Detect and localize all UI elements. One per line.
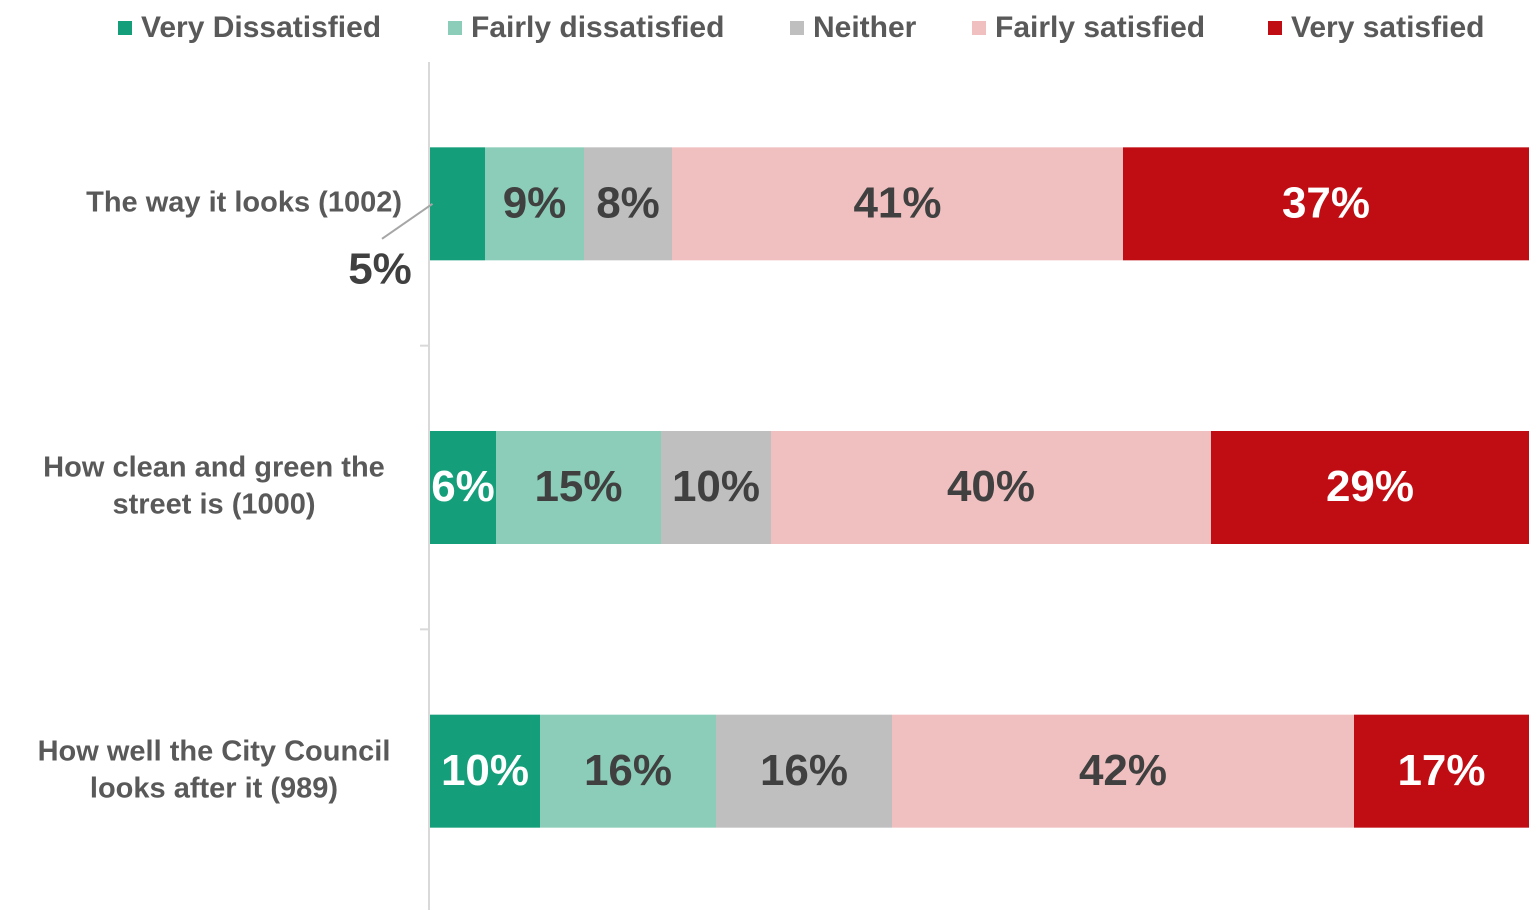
y-tick-label: How clean and green the bbox=[43, 452, 385, 484]
plot-area bbox=[430, 147, 1529, 828]
data-label: 16% bbox=[584, 746, 672, 795]
bar-segment bbox=[485, 147, 584, 261]
bar-segment bbox=[1211, 431, 1529, 544]
legend-swatch bbox=[118, 21, 132, 35]
bar-segment bbox=[716, 714, 892, 828]
bar-segment bbox=[661, 431, 771, 544]
data-label: 40% bbox=[947, 462, 1035, 511]
data-label: 10% bbox=[672, 462, 760, 511]
legend-swatch bbox=[448, 21, 462, 35]
bar-segment bbox=[892, 714, 1354, 828]
bar-segment bbox=[540, 714, 716, 828]
bar-segment bbox=[1354, 714, 1529, 828]
bar-segment bbox=[430, 147, 485, 261]
y-tick-label: looks after it (989) bbox=[90, 772, 338, 804]
data-label: 37% bbox=[1282, 178, 1370, 227]
data-label: 8% bbox=[596, 178, 660, 227]
bar-segment bbox=[672, 147, 1123, 261]
y-tick-label: How well the City Council bbox=[38, 735, 391, 767]
legend-swatch bbox=[972, 21, 986, 35]
legend-label: Very satisfied bbox=[1291, 11, 1484, 44]
data-label: 42% bbox=[1079, 746, 1167, 795]
data-label: 41% bbox=[853, 178, 941, 227]
data-label: 5% bbox=[348, 244, 412, 293]
bar-segment bbox=[771, 431, 1211, 544]
legend-label: Neither bbox=[813, 11, 917, 44]
y-tick-label: The way it looks (1002) bbox=[86, 186, 402, 218]
data-label: 17% bbox=[1397, 746, 1485, 795]
data-label: 10% bbox=[441, 746, 529, 795]
bar-segment bbox=[584, 147, 672, 261]
leader-line bbox=[381, 203, 434, 240]
legend-swatch bbox=[790, 21, 804, 35]
data-label: 9% bbox=[503, 178, 567, 227]
bar-segment bbox=[1123, 147, 1529, 261]
legend-label: Very Dissatisfied bbox=[141, 11, 381, 44]
legend-label: Fairly dissatisfied bbox=[471, 11, 724, 44]
data-label: 16% bbox=[760, 746, 848, 795]
y-tick-label: street is (1000) bbox=[112, 489, 315, 521]
bar-segment bbox=[496, 431, 661, 544]
data-label: 15% bbox=[534, 462, 622, 511]
data-label: 6% bbox=[431, 462, 495, 511]
legend-label: Fairly satisfied bbox=[995, 11, 1205, 44]
bar-segment bbox=[430, 431, 496, 544]
data-label: 29% bbox=[1326, 462, 1414, 511]
bar-segment bbox=[430, 714, 540, 828]
legend-swatch bbox=[1268, 21, 1282, 35]
